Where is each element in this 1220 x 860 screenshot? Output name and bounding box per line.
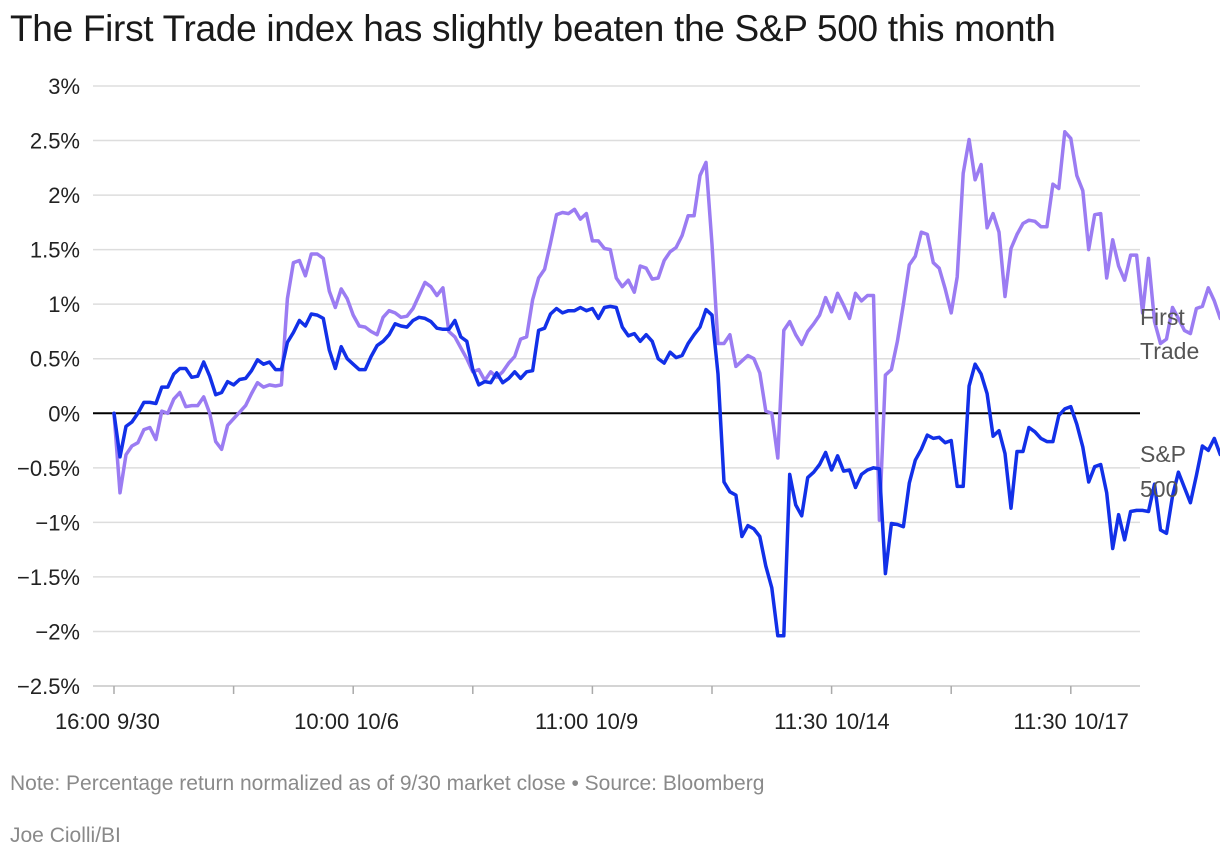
y-tick-label: −2% (35, 619, 80, 644)
sp500-line (112, 304, 1220, 638)
x-tick-label-date: 10/17 (1074, 709, 1129, 734)
chart-title: The First Trade index has slightly beate… (10, 8, 1056, 49)
legend-label-line: 500 (1140, 476, 1178, 502)
y-tick-label: −0.5% (17, 456, 80, 481)
y-axis: 3% 2.5% 2% 1.5% 1% 0.5% 0% −0.5% −1% −1.5% −2% −2.5… (17, 74, 80, 699)
chart: 3% 2.5% 2% 1.5% 1% 0.5% 0% −0.5% −1% −1.5% −2% −2.5… (17, 74, 1220, 734)
y-tick-label: −1% (35, 510, 80, 535)
x-axis: 16:00 9/30 10:00 10/6 11:00 10/9 11:30 10/14 11:… (55, 685, 1140, 734)
first-trade-line (112, 130, 1220, 522)
x-tick-label-date: 10/6 (356, 709, 399, 734)
y-tick-label: 0% (48, 401, 80, 426)
x-tick-label-date: 10/14 (835, 709, 890, 734)
y-tick-label: −2.5% (17, 674, 80, 699)
y-tick-label: 1% (48, 292, 80, 317)
chart-credit: Joe Ciolli/BI (10, 824, 121, 847)
y-tick-label: −1.5% (17, 565, 80, 590)
legend-first-trade: First Trade (1140, 304, 1199, 364)
legend-label-line: S&P (1140, 441, 1186, 467)
y-tick-label: 2.5% (30, 129, 80, 154)
x-tick-label-time: 11:30 (774, 709, 827, 734)
y-tick-label: 2% (48, 183, 80, 208)
x-tick-label-date: 10/9 (595, 709, 638, 734)
y-tick-label: 1.5% (30, 238, 80, 263)
legend-label-line: First (1140, 304, 1185, 330)
y-tick-label: 0.5% (30, 347, 80, 372)
chart-note: Note: Percentage return normalized as of… (10, 772, 765, 795)
x-tick-label-date: 9/30 (117, 709, 160, 734)
x-tick-label-time: 11:00 (535, 709, 588, 734)
legend-sp500: S&P 500 (1140, 441, 1186, 502)
x-tick-label-time: 16:00 (55, 709, 110, 734)
y-tick-label: 3% (48, 74, 80, 99)
x-tick-label-time: 10:00 (294, 709, 349, 734)
legend-label-line: Trade (1140, 338, 1199, 364)
legend: First Trade S&P 500 (1140, 304, 1199, 502)
x-tick-label-time: 11:30 (1013, 709, 1066, 734)
series-lines (112, 130, 1220, 638)
